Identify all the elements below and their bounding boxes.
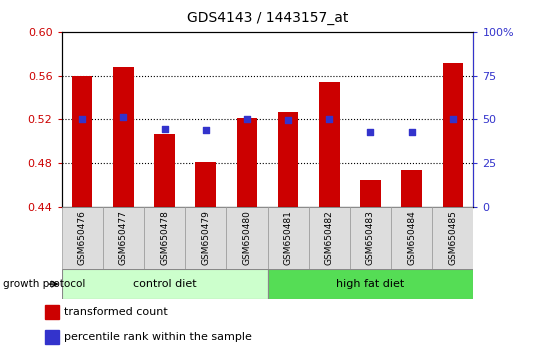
Bar — [195, 162, 216, 207]
Bar — [432, 207, 473, 269]
Text: GSM650477: GSM650477 — [119, 210, 128, 265]
Text: GSM650484: GSM650484 — [407, 210, 416, 265]
Text: GSM650481: GSM650481 — [284, 210, 293, 265]
Point — [366, 129, 375, 135]
Bar — [278, 112, 299, 207]
Bar — [319, 82, 340, 207]
Point — [408, 129, 416, 135]
Bar — [45, 305, 59, 319]
Bar — [309, 207, 350, 269]
Point — [243, 117, 251, 122]
Text: transformed count: transformed count — [64, 307, 168, 317]
Point — [284, 118, 293, 123]
Bar — [154, 134, 175, 207]
Point — [202, 127, 210, 133]
Text: control diet: control diet — [133, 279, 196, 289]
Bar — [72, 76, 93, 207]
Bar — [62, 207, 103, 269]
Text: high fat diet: high fat diet — [337, 279, 404, 289]
Bar — [103, 207, 144, 269]
Bar — [45, 330, 59, 344]
Point — [119, 114, 128, 120]
Bar — [442, 63, 463, 207]
Text: GSM650483: GSM650483 — [366, 210, 375, 265]
Bar — [391, 207, 432, 269]
Bar — [226, 207, 268, 269]
Text: growth protocol: growth protocol — [3, 279, 85, 289]
Bar — [401, 170, 422, 207]
Bar — [268, 207, 309, 269]
Point — [325, 117, 334, 122]
Bar — [350, 207, 391, 269]
Text: GSM650480: GSM650480 — [242, 210, 251, 265]
Text: percentile rank within the sample: percentile rank within the sample — [64, 332, 252, 342]
Bar — [360, 180, 381, 207]
Point — [160, 126, 169, 132]
Point — [449, 116, 457, 121]
Bar — [236, 118, 257, 207]
Text: GSM650479: GSM650479 — [201, 210, 210, 265]
Point — [78, 117, 87, 122]
Bar — [113, 67, 134, 207]
Text: GSM650485: GSM650485 — [448, 210, 457, 265]
Bar — [185, 207, 226, 269]
Bar — [268, 269, 473, 299]
Text: GSM650476: GSM650476 — [78, 210, 87, 265]
Bar — [62, 269, 268, 299]
Text: GSM650482: GSM650482 — [325, 210, 334, 265]
Text: GSM650478: GSM650478 — [160, 210, 169, 265]
Bar — [144, 207, 185, 269]
Text: GDS4143 / 1443157_at: GDS4143 / 1443157_at — [187, 11, 348, 25]
